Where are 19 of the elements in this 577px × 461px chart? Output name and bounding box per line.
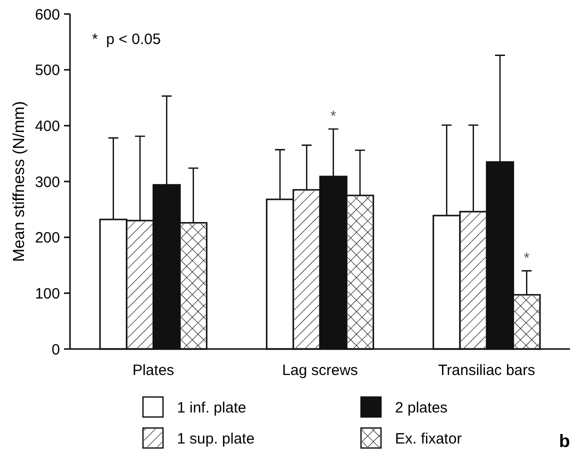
legend-label: Ex. fixator bbox=[395, 430, 462, 448]
x-tick-label: Lag screws bbox=[282, 362, 358, 379]
y-axis-title: Mean stiffness (N/mm) bbox=[11, 101, 28, 262]
y-tick-label: 500 bbox=[34, 62, 60, 80]
y-tick-label: 300 bbox=[34, 174, 60, 191]
x-tick-label: Transiliac bars bbox=[438, 362, 536, 379]
annotation: * bbox=[524, 250, 530, 267]
legend-label: 1 inf. plate bbox=[177, 399, 246, 416]
y-tick-label: 200 bbox=[34, 230, 60, 247]
annotation: * bbox=[330, 108, 336, 126]
y-tick-label: 400 bbox=[34, 118, 60, 135]
y-tick-label: 600 bbox=[34, 6, 60, 24]
legend-label: 1 sup. plate bbox=[177, 430, 255, 448]
y-tick-label: 100 bbox=[34, 285, 60, 302]
annotation: * p < 0.05 bbox=[92, 31, 161, 48]
x-tick-label: Plates bbox=[132, 362, 174, 379]
legend-label: 2 plates bbox=[395, 399, 448, 416]
y-tick-label: 0 bbox=[52, 341, 60, 358]
text: b bbox=[559, 431, 570, 451]
